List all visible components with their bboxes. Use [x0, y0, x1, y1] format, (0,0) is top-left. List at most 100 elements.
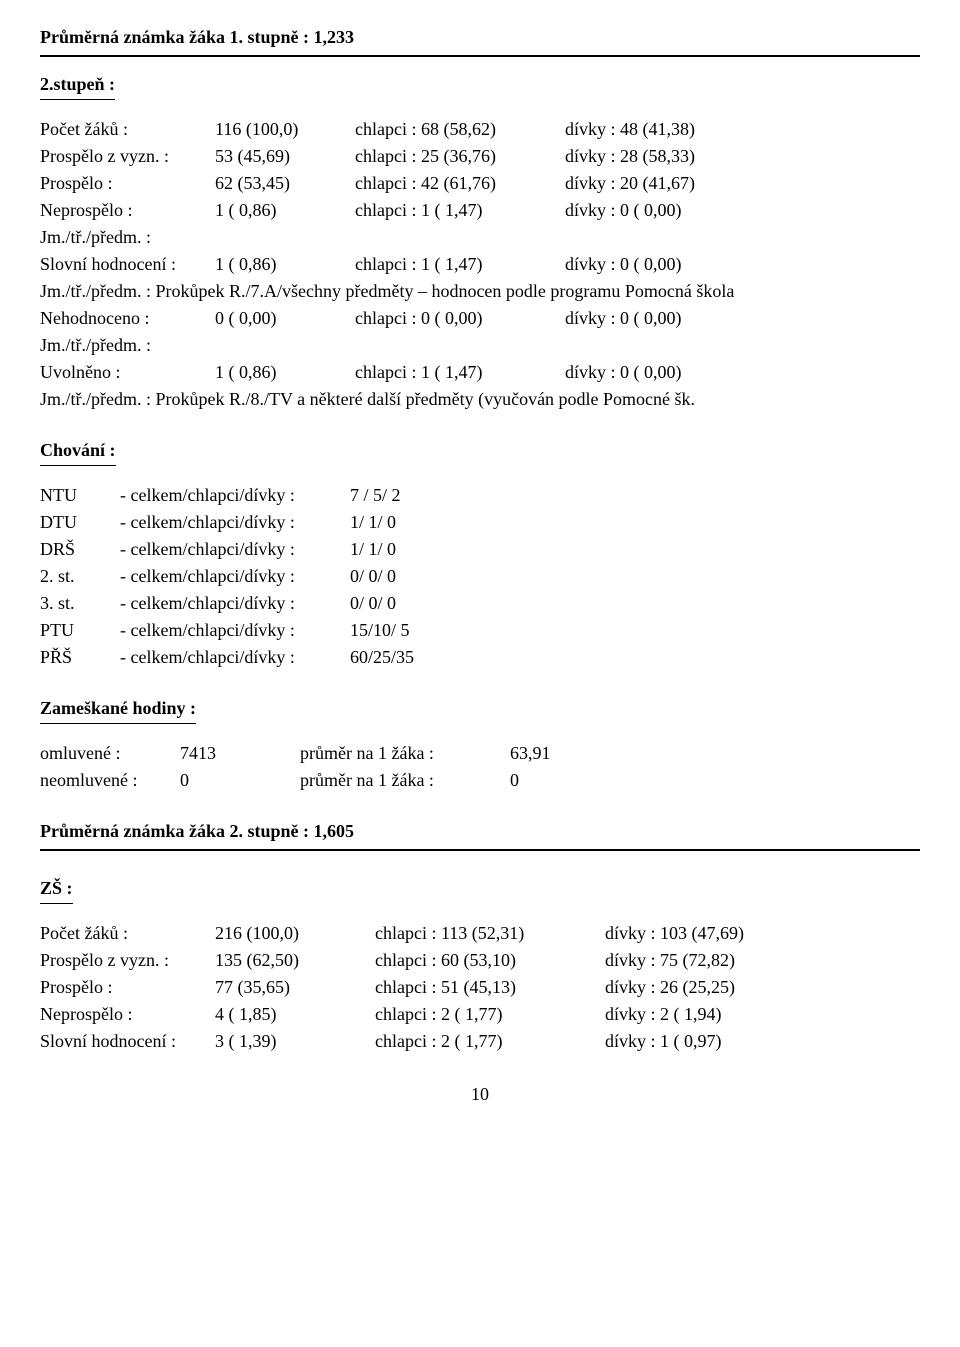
cell: neomluvené :	[40, 767, 180, 794]
cell: 7 / 5/ 2	[350, 482, 470, 509]
cell: chlapci : 25 (36,76)	[355, 143, 565, 170]
cell: dívky : 48 (41,38)	[565, 116, 775, 143]
cell: Neprospělo :	[40, 197, 215, 224]
table-row: Uvolněno : 1 ( 0,86) chlapci : 1 ( 1,47)…	[40, 359, 920, 386]
table-row: Slovní hodnocení : 1 ( 0,86) chlapci : 1…	[40, 251, 920, 278]
cell: 3 ( 1,39)	[215, 1028, 375, 1055]
table-row: 2. st. - celkem/chlapci/dívky : 0/ 0/ 0	[40, 563, 920, 590]
avg-grade-1: Průměrná známka žáka 1. stupně : 1,233	[40, 24, 920, 51]
cell: 62 (53,45)	[215, 170, 355, 197]
cell: DTU	[40, 509, 120, 536]
cell: dívky : 0 ( 0,00)	[565, 197, 775, 224]
cell: PTU	[40, 617, 120, 644]
cell: 60/25/35	[350, 644, 470, 671]
cell: 53 (45,69)	[215, 143, 355, 170]
cell: chlapci : 1 ( 1,47)	[355, 251, 565, 278]
table-row: neomluvené : 0 průměr na 1 žáka : 0	[40, 767, 920, 794]
cell: dívky : 26 (25,25)	[605, 974, 835, 1001]
cell: 1 ( 0,86)	[215, 251, 355, 278]
cell: průměr na 1 žáka :	[300, 767, 510, 794]
table-row: PŘŠ - celkem/chlapci/dívky : 60/25/35	[40, 644, 920, 671]
cell: dívky : 1 ( 0,97)	[605, 1028, 835, 1055]
table-row: Prospělo : 62 (53,45) chlapci : 42 (61,7…	[40, 170, 920, 197]
chovani-table: NTU - celkem/chlapci/dívky : 7 / 5/ 2 DT…	[40, 482, 920, 671]
cell: Neprospělo :	[40, 1001, 215, 1028]
cell: dívky : 103 (47,69)	[605, 920, 835, 947]
cell: Počet žáků :	[40, 116, 215, 143]
cell: dívky : 2 ( 1,94)	[605, 1001, 835, 1028]
table-row: Počet žáků : 116 (100,0) chlapci : 68 (5…	[40, 116, 920, 143]
cell: - celkem/chlapci/dívky :	[120, 536, 350, 563]
cell: Slovní hodnocení :	[40, 1028, 215, 1055]
section-zameskane-title: Zameškané hodiny :	[40, 695, 196, 724]
cell: Prospělo z vyzn. :	[40, 947, 215, 974]
note-line: Jm./tř./předm. : Prokůpek R./8./TV a něk…	[40, 386, 920, 413]
cell: dívky : 20 (41,67)	[565, 170, 775, 197]
cell: - celkem/chlapci/dívky :	[120, 563, 350, 590]
cell: dívky : 0 ( 0,00)	[565, 305, 775, 332]
cell: chlapci : 42 (61,76)	[355, 170, 565, 197]
zameskane-table: omluvené : 7413 průměr na 1 žáka : 63,91…	[40, 740, 920, 794]
cell: Prospělo z vyzn. :	[40, 143, 215, 170]
cell: omluvené :	[40, 740, 180, 767]
cell: 4 ( 1,85)	[215, 1001, 375, 1028]
cell: 0 ( 0,00)	[215, 305, 355, 332]
cell: dívky : 75 (72,82)	[605, 947, 835, 974]
cell: dívky : 28 (58,33)	[565, 143, 775, 170]
cell: 2. st.	[40, 563, 120, 590]
table-row: Slovní hodnocení : 3 ( 1,39) chlapci : 2…	[40, 1028, 920, 1055]
cell: Uvolněno :	[40, 359, 215, 386]
table-row: Neprospělo : 4 ( 1,85) chlapci : 2 ( 1,7…	[40, 1001, 920, 1028]
zs-table: Počet žáků : 216 (100,0) chlapci : 113 (…	[40, 920, 920, 1055]
cell: 77 (35,65)	[215, 974, 375, 1001]
cell: 63,91	[510, 740, 580, 767]
cell: - celkem/chlapci/dívky :	[120, 482, 350, 509]
divider	[40, 849, 920, 851]
cell: dívky : 0 ( 0,00)	[565, 251, 775, 278]
cell: 0/ 0/ 0	[350, 563, 470, 590]
cell: 7413	[180, 740, 300, 767]
cell: dívky : 0 ( 0,00)	[565, 359, 775, 386]
table-row: DRŠ - celkem/chlapci/dívky : 1/ 1/ 0	[40, 536, 920, 563]
cell: Nehodnoceno :	[40, 305, 215, 332]
note-line: Jm./tř./předm. :	[40, 332, 920, 359]
table-row: 3. st. - celkem/chlapci/dívky : 0/ 0/ 0	[40, 590, 920, 617]
cell: chlapci : 113 (52,31)	[375, 920, 605, 947]
cell: chlapci : 2 ( 1,77)	[375, 1028, 605, 1055]
cell: 1 ( 0,86)	[215, 359, 355, 386]
cell: 0/ 0/ 0	[350, 590, 470, 617]
table-row: Prospělo z vyzn. : 135 (62,50) chlapci :…	[40, 947, 920, 974]
cell: 0	[180, 767, 300, 794]
section-chovani-title: Chování :	[40, 437, 116, 466]
table-row: Prospělo z vyzn. : 53 (45,69) chlapci : …	[40, 143, 920, 170]
table-row: Nehodnoceno : 0 ( 0,00) chlapci : 0 ( 0,…	[40, 305, 920, 332]
cell: 216 (100,0)	[215, 920, 375, 947]
table-row: omluvené : 7413 průměr na 1 žáka : 63,91	[40, 740, 920, 767]
cell: - celkem/chlapci/dívky :	[120, 590, 350, 617]
cell: 1 ( 0,86)	[215, 197, 355, 224]
note-line: Jm./tř./předm. :	[40, 224, 920, 251]
cell: průměr na 1 žáka :	[300, 740, 510, 767]
cell: Prospělo :	[40, 170, 215, 197]
cell: - celkem/chlapci/dívky :	[120, 644, 350, 671]
table-row: Neprospělo : 1 ( 0,86) chlapci : 1 ( 1,4…	[40, 197, 920, 224]
cell: chlapci : 0 ( 0,00)	[355, 305, 565, 332]
cell: 3. st.	[40, 590, 120, 617]
cell: 135 (62,50)	[215, 947, 375, 974]
table-row: DTU - celkem/chlapci/dívky : 1/ 1/ 0	[40, 509, 920, 536]
cell: chlapci : 51 (45,13)	[375, 974, 605, 1001]
cell: Počet žáků :	[40, 920, 215, 947]
table-row: Počet žáků : 216 (100,0) chlapci : 113 (…	[40, 920, 920, 947]
cell: Slovní hodnocení :	[40, 251, 215, 278]
cell: - celkem/chlapci/dívky :	[120, 509, 350, 536]
cell: PŘŠ	[40, 644, 120, 671]
cell: 0	[510, 767, 580, 794]
cell: chlapci : 2 ( 1,77)	[375, 1001, 605, 1028]
note-line: Jm./tř./předm. : Prokůpek R./7.A/všechny…	[40, 278, 920, 305]
section-zs-title: ZŠ :	[40, 875, 73, 904]
cell: 1/ 1/ 0	[350, 536, 470, 563]
cell: chlapci : 1 ( 1,47)	[355, 197, 565, 224]
cell: chlapci : 1 ( 1,47)	[355, 359, 565, 386]
cell: - celkem/chlapci/dívky :	[120, 617, 350, 644]
page-number: 10	[40, 1081, 920, 1108]
